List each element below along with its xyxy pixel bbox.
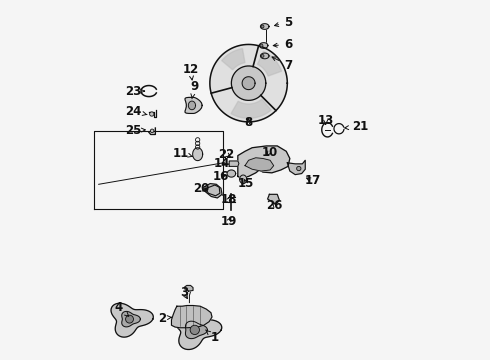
Text: 1: 1 xyxy=(206,330,219,344)
Polygon shape xyxy=(245,158,274,171)
Text: 23: 23 xyxy=(125,85,145,98)
Text: 25: 25 xyxy=(125,124,146,137)
Text: 19: 19 xyxy=(220,215,237,228)
Polygon shape xyxy=(174,312,222,350)
Polygon shape xyxy=(122,311,140,327)
Polygon shape xyxy=(111,303,153,337)
Text: 13: 13 xyxy=(318,114,334,127)
Text: 17: 17 xyxy=(304,174,320,187)
Text: 18: 18 xyxy=(220,193,237,206)
Circle shape xyxy=(296,166,301,171)
Text: 3: 3 xyxy=(180,287,188,300)
Polygon shape xyxy=(227,170,236,177)
Text: 14: 14 xyxy=(214,157,230,170)
Text: 9: 9 xyxy=(190,80,198,99)
Polygon shape xyxy=(185,321,207,339)
Text: 15: 15 xyxy=(238,177,254,190)
Text: 5: 5 xyxy=(274,16,292,29)
Polygon shape xyxy=(238,146,290,178)
Text: 4: 4 xyxy=(115,301,129,316)
Text: 26: 26 xyxy=(266,199,283,212)
Text: 11: 11 xyxy=(173,147,192,159)
Polygon shape xyxy=(193,148,203,161)
Polygon shape xyxy=(231,66,266,100)
Text: 12: 12 xyxy=(182,63,198,80)
Text: 16: 16 xyxy=(213,170,229,183)
Text: 8: 8 xyxy=(245,116,253,129)
Text: 10: 10 xyxy=(261,145,277,158)
Circle shape xyxy=(260,44,263,47)
Text: 24: 24 xyxy=(125,105,147,118)
Polygon shape xyxy=(205,184,222,198)
Polygon shape xyxy=(240,175,247,184)
Text: 7: 7 xyxy=(272,57,292,72)
Polygon shape xyxy=(188,101,196,110)
Circle shape xyxy=(261,54,264,57)
Polygon shape xyxy=(259,43,268,48)
Polygon shape xyxy=(185,97,202,113)
Polygon shape xyxy=(221,49,245,70)
Text: 22: 22 xyxy=(218,148,235,161)
Polygon shape xyxy=(185,285,193,291)
Circle shape xyxy=(261,25,264,28)
Text: 20: 20 xyxy=(193,183,209,195)
Polygon shape xyxy=(205,185,220,196)
Text: 21: 21 xyxy=(344,121,368,134)
Polygon shape xyxy=(231,99,271,118)
Circle shape xyxy=(150,129,154,133)
Polygon shape xyxy=(229,161,239,166)
Circle shape xyxy=(149,112,154,116)
Circle shape xyxy=(190,325,199,334)
Text: 6: 6 xyxy=(273,38,292,51)
Polygon shape xyxy=(261,24,269,30)
Polygon shape xyxy=(257,51,282,76)
Polygon shape xyxy=(210,44,287,122)
Text: 2: 2 xyxy=(158,311,172,325)
Polygon shape xyxy=(261,53,269,59)
Polygon shape xyxy=(242,77,255,90)
Circle shape xyxy=(125,315,133,323)
Polygon shape xyxy=(268,194,279,204)
Polygon shape xyxy=(172,306,212,328)
Polygon shape xyxy=(287,160,305,175)
